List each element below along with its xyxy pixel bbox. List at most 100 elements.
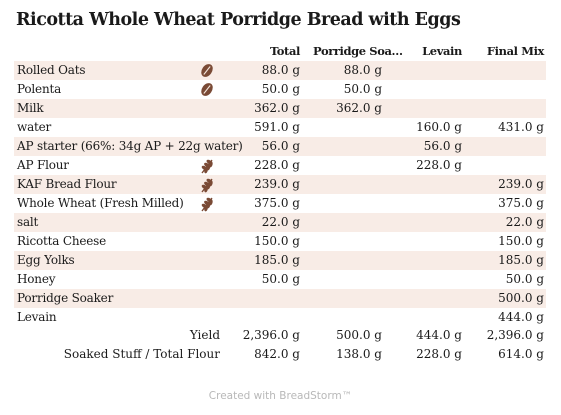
soaker-cell xyxy=(304,137,382,156)
final-mix-cell xyxy=(466,80,544,99)
summary-total-cell: 2,396.0 g xyxy=(242,328,300,342)
levain-cell xyxy=(386,99,462,118)
ingredient-name: Ricotta Cheese xyxy=(17,234,107,248)
soaker-cell xyxy=(304,118,382,137)
ingredient-name: Whole Wheat (Fresh Milled) xyxy=(17,196,184,210)
soaker-cell: 88.0 g xyxy=(343,63,382,77)
ingredient-row: Milk 362.0 g 362.0 g xyxy=(14,99,546,118)
summary-levain-cell: 228.0 g xyxy=(416,347,462,361)
levain-cell xyxy=(386,270,462,289)
ingredient-row: Honey 50.0 g 50.0 g xyxy=(14,270,546,289)
levain-cell xyxy=(386,308,462,327)
total-cell: 228.0 g xyxy=(254,158,300,172)
levain-cell: 56.0 g xyxy=(423,139,462,153)
ingredient-row: Levain 444.0 g xyxy=(14,308,546,327)
levain-cell: 160.0 g xyxy=(416,120,462,134)
final-mix-cell: 500.0 g xyxy=(498,291,544,305)
ingredient-name: Polenta xyxy=(17,82,62,96)
levain-cell xyxy=(386,175,462,194)
final-mix-cell xyxy=(466,61,544,80)
ingredient-row: Rolled Oats 88.0 g 88.0 g xyxy=(14,61,546,80)
ingredient-row: Ricotta Cheese 150.0 g 150.0 g xyxy=(14,232,546,251)
column-header-total: Total xyxy=(269,44,300,58)
total-cell: 185.0 g xyxy=(254,253,300,267)
ingredient-row: AP Flour 228.0 g 228.0 g xyxy=(14,156,546,175)
levain-cell xyxy=(386,232,462,251)
summary-total-cell: 842.0 g xyxy=(254,347,300,361)
summary-label: Soaked Stuff / Total Flour xyxy=(63,347,220,361)
ingredient-name: Egg Yolks xyxy=(17,253,75,267)
ingredient-name: Levain xyxy=(17,310,57,324)
soaker-cell xyxy=(304,156,382,175)
grain-bean-icon xyxy=(199,81,215,98)
ingredient-row: Whole Wheat (Fresh Milled) 375.0 g 375.0 … xyxy=(14,194,546,213)
ingredient-name: Rolled Oats xyxy=(17,63,86,77)
levain-cell xyxy=(386,251,462,270)
summary-label: Yield xyxy=(189,328,220,342)
ingredient-name: Milk xyxy=(17,101,44,115)
column-header-levain: Levain xyxy=(422,44,462,58)
soaker-cell xyxy=(304,270,382,289)
total-cell: 239.0 g xyxy=(254,177,300,191)
final-mix-cell: 444.0 g xyxy=(498,310,544,324)
total-cell: 50.0 g xyxy=(261,272,300,286)
ingredient-row: Egg Yolks 185.0 g 185.0 g xyxy=(14,251,546,270)
soaker-cell: 50.0 g xyxy=(343,82,382,96)
soaker-cell xyxy=(304,232,382,251)
total-cell: 375.0 g xyxy=(254,196,300,210)
soaker-cell: 362.0 g xyxy=(336,101,382,115)
levain-cell xyxy=(386,194,462,213)
soaker-cell xyxy=(304,308,382,327)
summary-soaker-cell: 500.0 g xyxy=(336,328,382,342)
total-cell: 50.0 g xyxy=(261,82,300,96)
soaker-cell xyxy=(304,289,382,308)
wheat-icon xyxy=(199,195,215,212)
wheat-icon xyxy=(199,157,215,174)
wheat-icon xyxy=(199,176,215,193)
ingredient-row: Porridge Soaker 500.0 g xyxy=(14,289,546,308)
soaker-cell xyxy=(304,194,382,213)
recipe-title: Ricotta Whole Wheat Porridge Bread with … xyxy=(16,10,461,30)
soaker-cell xyxy=(304,213,382,232)
ingredient-name: AP starter (66%: 34g AP + 22g water) xyxy=(17,139,243,153)
soaker-cell xyxy=(304,175,382,194)
final-mix-cell: 50.0 g xyxy=(505,272,544,286)
levain-cell xyxy=(386,80,462,99)
summary-levain-cell: 444.0 g xyxy=(416,328,462,342)
final-mix-cell: 375.0 g xyxy=(498,196,544,210)
ingredient-name: KAF Bread Flour xyxy=(17,177,117,191)
ingredient-name: AP Flour xyxy=(17,158,69,172)
ingredient-name: water xyxy=(17,120,52,134)
column-header-porridge-soaker: Porridge Soa… xyxy=(313,44,403,58)
ingredient-row: water 591.0 g 160.0 g 431.0 g xyxy=(14,118,546,137)
ingredient-row: AP starter (66%: 34g AP + 22g water) 56.0… xyxy=(14,137,546,156)
soaker-cell xyxy=(304,251,382,270)
levain-cell xyxy=(386,213,462,232)
summary-soaker-cell: 138.0 g xyxy=(336,347,382,361)
levain-cell xyxy=(386,289,462,308)
final-mix-cell: 22.0 g xyxy=(505,215,544,229)
ingredient-name: Honey xyxy=(17,272,56,286)
final-mix-cell xyxy=(466,99,544,118)
column-header-final-mix: Final Mix xyxy=(486,44,544,58)
final-mix-cell: 431.0 g xyxy=(498,120,544,134)
footer-credit: Created with BreadStorm™ xyxy=(208,390,353,402)
total-cell xyxy=(214,308,300,327)
final-mix-cell: 239.0 g xyxy=(498,177,544,191)
ingredient-row: salt 22.0 g 22.0 g xyxy=(14,213,546,232)
summary-final-mix-cell: 614.0 g xyxy=(498,347,544,361)
total-cell: 150.0 g xyxy=(254,234,300,248)
ingredient-row: KAF Bread Flour 239.0 g 239.0 g xyxy=(14,175,546,194)
total-cell: 362.0 g xyxy=(254,101,300,115)
total-cell: 88.0 g xyxy=(261,63,300,77)
grain-bean-icon xyxy=(199,62,215,79)
final-mix-cell: 150.0 g xyxy=(498,234,544,248)
final-mix-cell xyxy=(466,156,544,175)
total-cell: 591.0 g xyxy=(254,120,300,134)
levain-cell: 228.0 g xyxy=(416,158,462,172)
summary-final-mix-cell: 2,396.0 g xyxy=(486,328,544,342)
total-cell: 22.0 g xyxy=(261,215,300,229)
total-cell: 56.0 g xyxy=(261,139,300,153)
ingredient-name: salt xyxy=(17,215,39,229)
final-mix-cell xyxy=(466,137,544,156)
